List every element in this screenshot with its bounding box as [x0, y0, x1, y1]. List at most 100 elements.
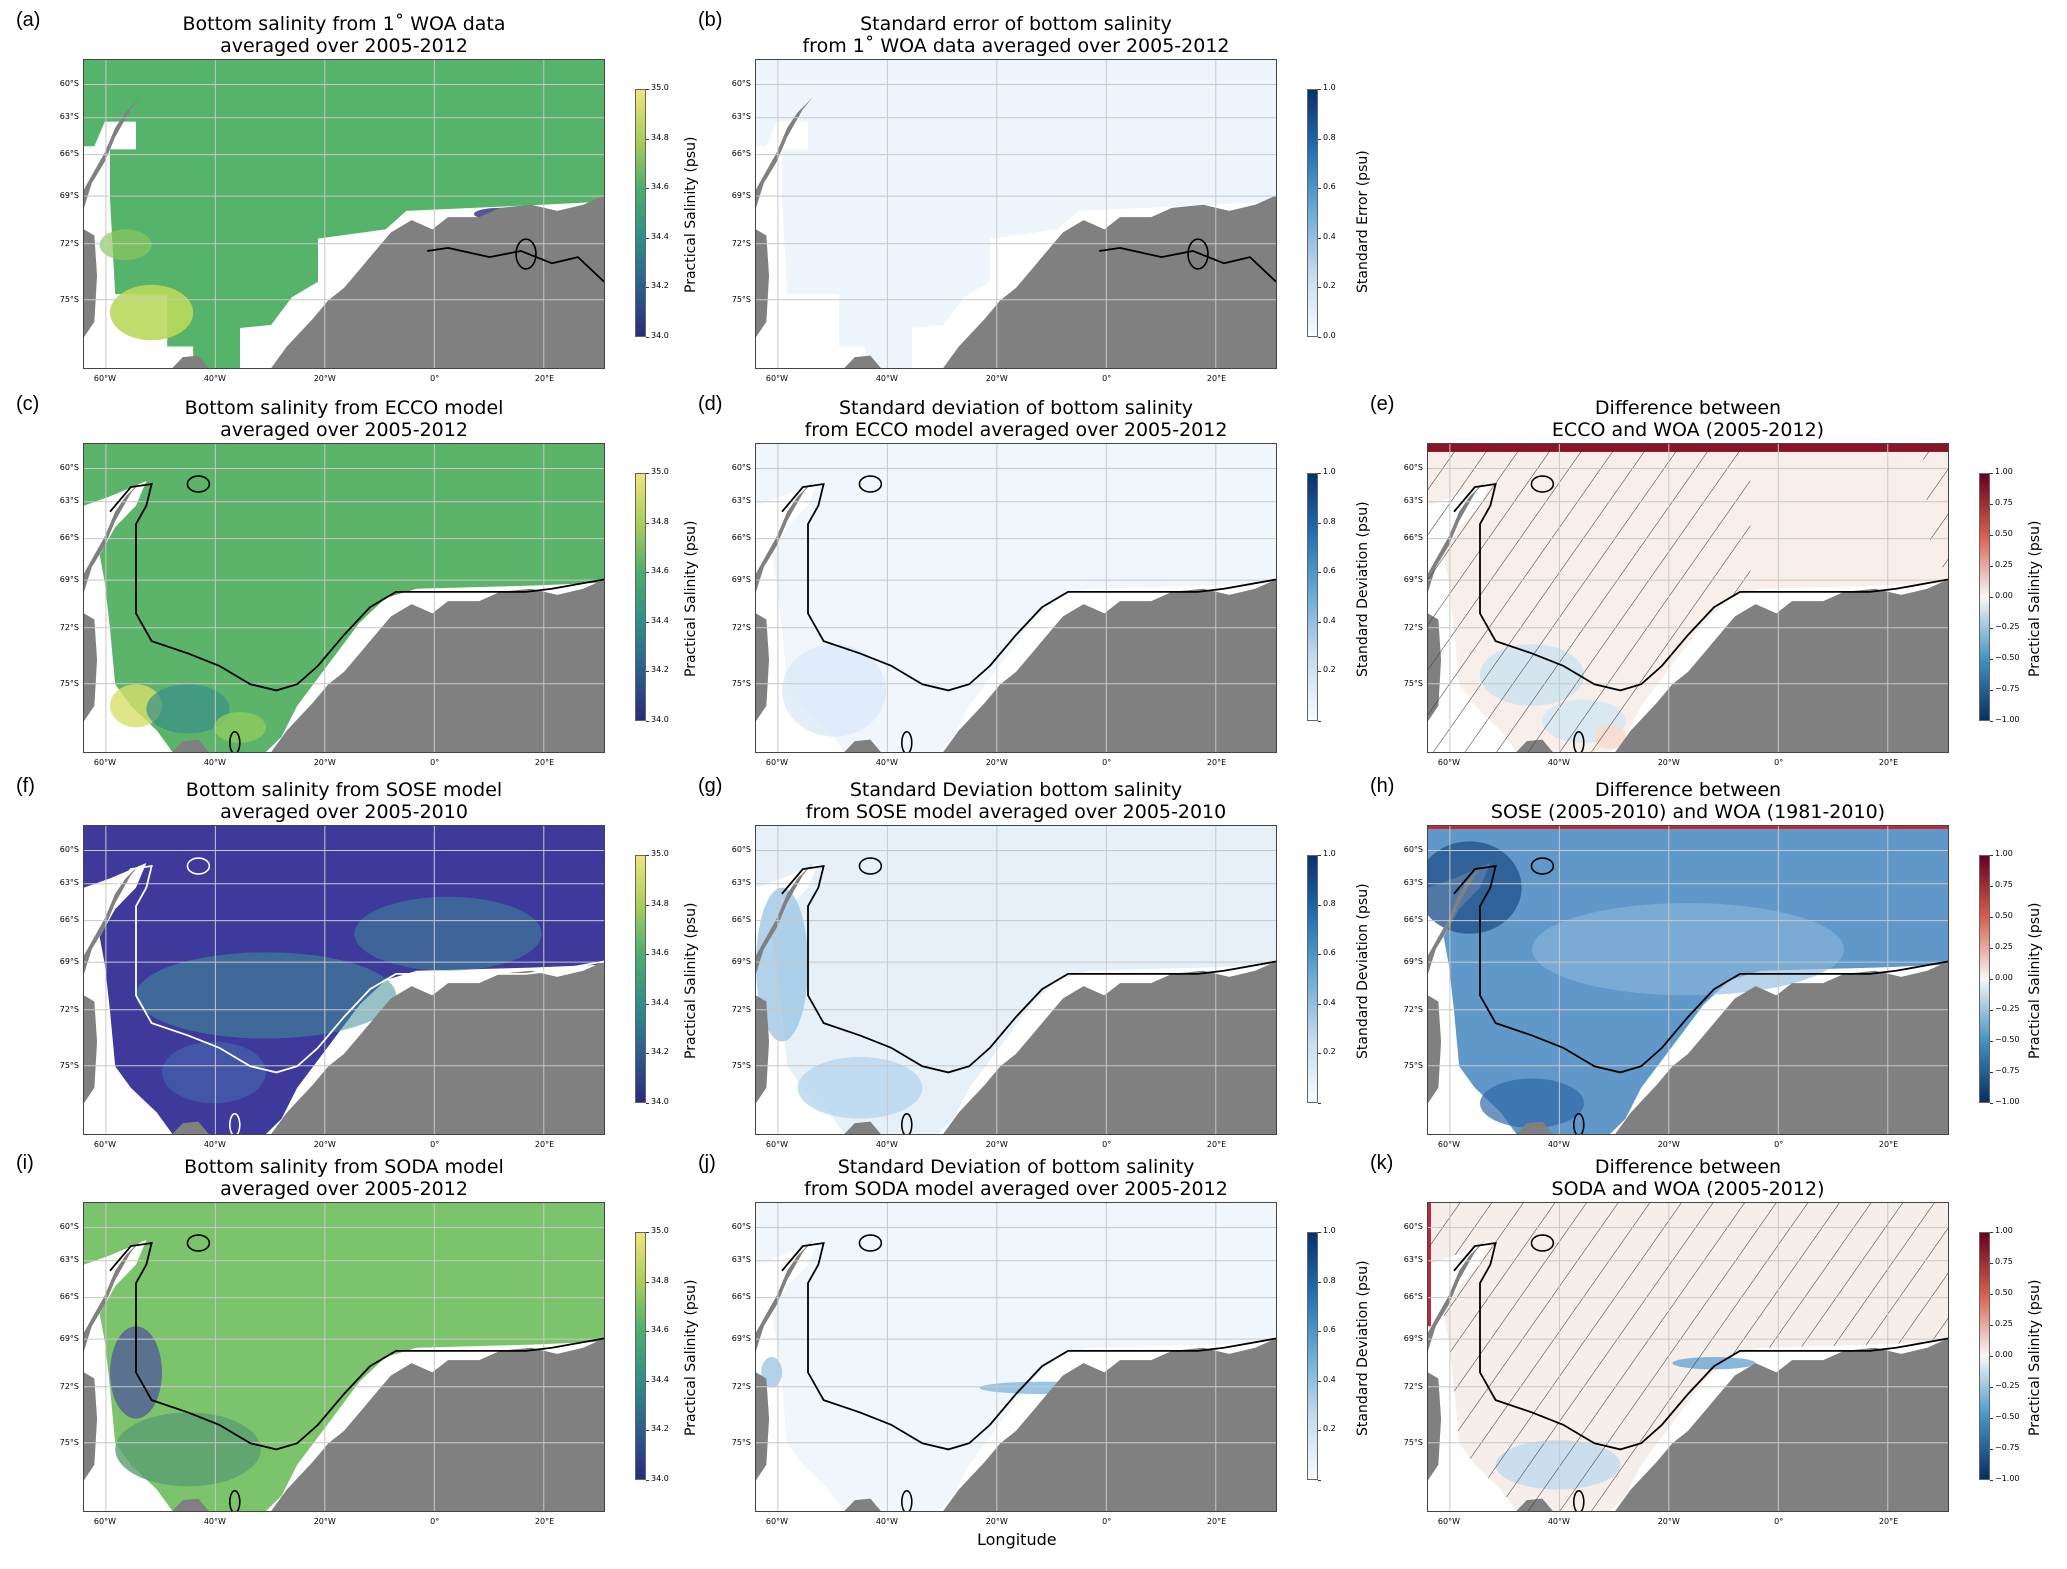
lat-tick-label: 66°S: [59, 915, 79, 925]
colorbar-label: Practical Salinity (psu): [683, 902, 699, 1059]
colorbar-tick: [646, 572, 649, 574]
lat-tick-label: 60°S: [731, 78, 751, 88]
lat-tick-label: 75°S: [1403, 679, 1423, 689]
colorbar-tick: [646, 671, 649, 673]
colorbar-tick-label: 0.6: [1323, 948, 1336, 958]
colorbar-tick: [1318, 337, 1321, 338]
lat-tick-label: 69°S: [731, 191, 751, 201]
lat-tick-label: 60°S: [1403, 462, 1423, 472]
land-mask: [1615, 961, 1948, 1134]
lat-tick-label: 69°S: [59, 957, 79, 967]
colorbar-tick: [1318, 621, 1321, 623]
colorbar-tick-label: 0.25: [1995, 1319, 2013, 1328]
panel-label: (d): [698, 393, 723, 415]
lat-tick-label: 66°S: [731, 1292, 751, 1302]
colorbar-tick: [1990, 473, 1993, 474]
lat-tick-label: 60°S: [731, 844, 751, 854]
data-anomaly: [115, 1412, 261, 1487]
lon-tick-label: 60°W: [93, 1517, 117, 1526]
panel-title-line: Difference between: [1594, 779, 1782, 801]
colorbar-label: Practical Salinity (psu): [2027, 1279, 2043, 1436]
colorbar-tick-label: 34.2: [651, 1424, 669, 1434]
lat-tick-label: 60°S: [59, 78, 79, 88]
colorbar-tick: [1318, 1003, 1321, 1005]
island-contour: [229, 1113, 241, 1134]
land-mask: [1428, 1372, 1442, 1481]
isobath-contour: [109, 1241, 604, 1451]
map-canvas: [1428, 1203, 1948, 1511]
land-mask: [84, 1372, 98, 1481]
panel-title: Standard deviation of bottom salinity fro…: [716, 397, 1316, 441]
island-contour: [1530, 1234, 1555, 1252]
lat-tick-label: 69°S: [59, 575, 79, 585]
lon-tick-label: 40°W: [875, 374, 898, 383]
island-contour: [858, 857, 883, 875]
land-mask: [1615, 1338, 1948, 1511]
colorbar-tick-label: −0.50: [1995, 653, 2020, 662]
lon-tick-label: 0°: [1102, 758, 1112, 767]
colorbar-tick: [1318, 1480, 1321, 1481]
lat-tick-label: 72°S: [1403, 1381, 1423, 1391]
colorbar-label: Standard Deviation (psu): [1355, 883, 1371, 1059]
colorbar-tick: [1990, 1387, 1993, 1388]
colorbar-label: Practical Salinity (psu): [2027, 902, 2043, 1059]
map-canvas: [1428, 826, 1948, 1134]
data-field: [756, 60, 1276, 368]
colorbar-tick: [1318, 1281, 1321, 1283]
data-field: [756, 826, 1276, 1134]
colorbar-tick: [646, 237, 649, 239]
colorbar-tick: [1990, 1041, 1993, 1042]
colorbar-tick-label: 0.25: [1995, 560, 2013, 569]
lon-tick-label: 40°W: [203, 1517, 226, 1526]
lon-tick-label: 20°E: [1878, 1140, 1899, 1149]
colorbar: [635, 855, 646, 1103]
colorbar-tick: [1318, 954, 1321, 956]
colorbar-tick: [1318, 287, 1321, 289]
data-anomaly: [756, 887, 808, 1042]
colorbar-tick-label: 1.00: [1995, 849, 2013, 858]
island-contour: [229, 1490, 241, 1511]
panel-title-line: Standard Deviation bottom salinity: [849, 779, 1183, 801]
panel-label: (j): [698, 1152, 716, 1174]
lat-tick-label: 69°S: [1403, 957, 1423, 967]
panel-title-line: averaged over 2005-2010: [220, 801, 468, 823]
lat-tick-label: 69°S: [59, 191, 79, 201]
colorbar-tick: [1990, 1263, 1993, 1264]
data-anomaly: [1480, 1078, 1584, 1128]
colorbar: [635, 473, 646, 721]
island-contour: [186, 857, 211, 875]
land-mask: [271, 1338, 604, 1511]
colorbar-label: Practical Salinity (psu): [2027, 520, 2043, 677]
data-anomaly: [162, 1041, 266, 1104]
lon-tick-label: 40°W: [203, 758, 226, 767]
colorbar-tick: [646, 954, 649, 956]
land-mask: [1428, 995, 1442, 1104]
lat-tick-label: 63°S: [731, 1255, 751, 1265]
colorbar-tick-label: 0.2: [1323, 281, 1336, 291]
map-panel-g: [755, 825, 1277, 1135]
lon-tick-label: 0°: [1774, 1140, 1784, 1149]
lat-tick-label: 63°S: [731, 878, 751, 888]
lon-tick-label: 60°W: [1437, 1517, 1461, 1526]
lat-tick-label: 75°S: [59, 1438, 79, 1448]
lat-tick-label: 69°S: [1403, 575, 1423, 585]
panel-label: (b): [698, 9, 723, 31]
map-canvas: [84, 60, 604, 368]
colorbar-tick: [646, 138, 649, 140]
isobath-contour: [781, 864, 1276, 1074]
colorbar-tick-label: 34.2: [651, 281, 669, 291]
colorbar-tick-label: −0.25: [1995, 1004, 2020, 1013]
colorbar-tick: [646, 1232, 649, 1233]
land-mask: [943, 961, 1276, 1134]
lat-tick-label: 72°S: [731, 622, 751, 632]
colorbar-tick-label: 0.75: [1995, 880, 2013, 889]
island-contour: [901, 1490, 913, 1511]
colorbar-tick: [1318, 721, 1321, 722]
colorbar-tick: [1318, 855, 1321, 856]
map-panel-b: [755, 59, 1277, 369]
colorbar-tick-label: 0.25: [1995, 942, 2013, 951]
map-panel-a: [83, 59, 605, 369]
significance-hatch: [1922, 444, 1948, 568]
panel-label: (h): [1370, 775, 1395, 797]
colorbar: [1979, 855, 1990, 1103]
